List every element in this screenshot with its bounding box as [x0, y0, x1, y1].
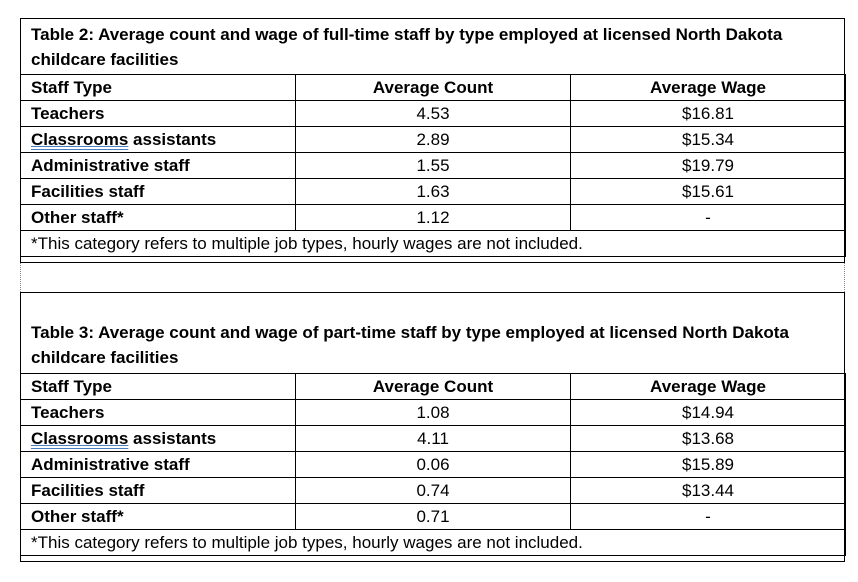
staff-type-rest: assistants — [128, 429, 217, 448]
table-row: Facilities staff 1.63 $15.61 — [20, 178, 846, 205]
staff-type-cell: Administrative staff — [20, 152, 296, 179]
table-row: Classrooms assistants 4.11 $13.68 — [20, 425, 846, 452]
staff-type-rest: assistants — [128, 130, 217, 149]
table-note-row: *This category refers to multiple job ty… — [20, 529, 846, 556]
table-2-caption: Table 2: Average count and wage of full-… — [31, 25, 783, 69]
staff-type-cell: Other staff* — [20, 503, 296, 530]
table-row: Administrative staff 0.06 $15.89 — [20, 451, 846, 478]
wage-cell: $16.81 — [570, 100, 846, 127]
staff-type-cell: Other staff* — [20, 204, 296, 231]
count-cell: 0.71 — [295, 503, 571, 530]
table-2-block: Table 2: Average count and wage of full-… — [20, 18, 846, 263]
table-row: Other staff* 1.12 - — [20, 204, 846, 231]
table-row: Teachers 4.53 $16.81 — [20, 100, 846, 127]
section-gap — [20, 263, 845, 292]
table-row: Other staff* 0.71 - — [20, 503, 846, 530]
staff-type-cell: Teachers — [20, 100, 296, 127]
table-row: Teachers 1.08 $14.94 — [20, 399, 846, 426]
spellcheck-word: Classrooms — [31, 429, 129, 448]
wage-cell: $13.68 — [570, 425, 846, 452]
table-row: Administrative staff 1.55 $19.79 — [20, 152, 846, 179]
staff-type-cell: Classrooms assistants — [20, 425, 296, 452]
wage-cell: - — [570, 503, 846, 530]
table-3-block: Table 3: Average count and wage of part-… — [20, 292, 846, 562]
wage-cell: $14.94 — [570, 399, 846, 426]
staff-type-cell: Facilities staff — [20, 178, 296, 205]
wage-cell: $15.61 — [570, 178, 846, 205]
staff-type-cell: Facilities staff — [20, 477, 296, 504]
staff-type-cell: Teachers — [20, 399, 296, 426]
staff-type-cell: Classrooms assistants — [20, 126, 296, 153]
count-cell: 1.63 — [295, 178, 571, 205]
count-cell: 1.08 — [295, 399, 571, 426]
table-note: *This category refers to multiple job ty… — [20, 529, 846, 556]
count-cell: 2.89 — [295, 126, 571, 153]
wage-cell: $19.79 — [570, 152, 846, 179]
count-cell: 0.06 — [295, 451, 571, 478]
count-cell: 4.53 — [295, 100, 571, 127]
table-row: Facilities staff 0.74 $13.44 — [20, 477, 846, 504]
table-3-caption: Table 3: Average count and wage of part-… — [31, 323, 789, 367]
wage-cell: $15.89 — [570, 451, 846, 478]
count-cell: 1.12 — [295, 204, 571, 231]
header-staff-type: Staff Type — [20, 74, 296, 101]
header-average-count: Average Count — [295, 74, 571, 101]
table-3: Staff Type Average Count Average Wage Te… — [20, 373, 846, 556]
wage-cell: $13.44 — [570, 477, 846, 504]
table-note: *This category refers to multiple job ty… — [20, 230, 846, 257]
staff-type-cell: Administrative staff — [20, 451, 296, 478]
count-cell: 4.11 — [295, 425, 571, 452]
header-staff-type: Staff Type — [20, 373, 296, 400]
wage-cell: - — [570, 204, 846, 231]
table-row: Classrooms assistants 2.89 $15.34 — [20, 126, 846, 153]
header-average-wage: Average Wage — [570, 74, 846, 101]
count-cell: 0.74 — [295, 477, 571, 504]
table-2: Staff Type Average Count Average Wage Te… — [20, 74, 846, 257]
table-header-row: Staff Type Average Count Average Wage — [20, 373, 846, 400]
header-average-count: Average Count — [295, 373, 571, 400]
spellcheck-word: Classrooms — [31, 130, 129, 149]
header-average-wage: Average Wage — [570, 373, 846, 400]
wage-cell: $15.34 — [570, 126, 846, 153]
count-cell: 1.55 — [295, 152, 571, 179]
table-header-row: Staff Type Average Count Average Wage — [20, 74, 846, 101]
table-note-row: *This category refers to multiple job ty… — [20, 230, 846, 257]
